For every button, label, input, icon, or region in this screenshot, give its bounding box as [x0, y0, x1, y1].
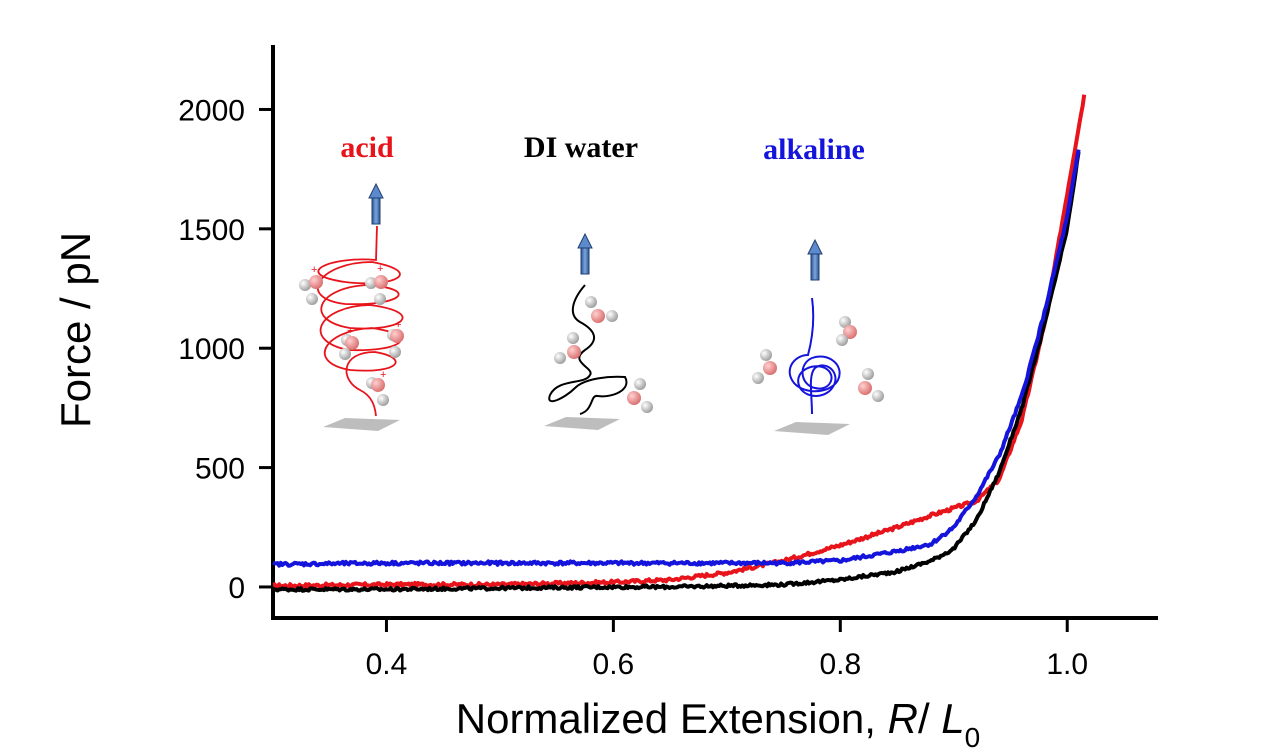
series-line-acid: [272, 94, 1087, 590]
water-molecules-icon: [554, 296, 653, 413]
svg-text:+: +: [377, 263, 383, 275]
substrate-plate-icon: [323, 418, 400, 431]
svg-text:+: +: [347, 325, 353, 337]
y-tick-label: 500: [195, 453, 245, 486]
substrate-plate-icon: [544, 417, 620, 430]
x-tick-label: 0.4: [366, 648, 408, 681]
y-tick-label: 0: [228, 572, 245, 605]
y-tick-label: 2000: [178, 94, 245, 127]
label-acid: acid: [340, 131, 394, 164]
collapsed-globule-chain-icon: [788, 297, 841, 415]
y-ticks: 0 500 1000 1500 2000: [178, 94, 273, 605]
svg-text:+: +: [311, 264, 317, 276]
substrate-plate-icon: [774, 422, 850, 435]
x-ticks: 0.4 0.6 0.8 1.0: [366, 618, 1088, 681]
y-tick-label: 1000: [178, 333, 245, 366]
pull-arrow-icon: [810, 251, 820, 281]
acid-helix-illustration: + + + + +: [299, 182, 404, 431]
label-alkaline: alkaline: [763, 133, 865, 166]
x-axis-title: Normalized Extension, R/ L0: [456, 695, 980, 753]
water-molecules-icon: [752, 316, 884, 402]
label-di-water: DI water: [524, 131, 638, 164]
series-layer: [271, 94, 1087, 593]
y-axis-title: Force / pN: [52, 232, 99, 428]
svg-text:+: +: [380, 369, 386, 381]
series-line-alkaline: [272, 149, 1081, 568]
pull-arrow-icon: [580, 245, 590, 275]
random-coil-chain-icon: [548, 284, 628, 415]
axes: [271, 45, 1158, 620]
hydronium-molecules-icon: + + + + +: [299, 263, 404, 406]
alkaline-globule-illustration: [752, 238, 884, 435]
x-tick-label: 0.8: [819, 648, 861, 681]
helix-chain-icon: [316, 225, 404, 417]
pull-arrow-icon: [371, 195, 381, 225]
svg-text:+: +: [395, 319, 401, 331]
series-line-di-water: [271, 151, 1081, 593]
x-tick-label: 1.0: [1046, 648, 1088, 681]
di-water-coil-illustration: [544, 232, 653, 430]
x-tick-label: 0.6: [593, 648, 635, 681]
y-tick-label: 1500: [178, 214, 245, 247]
